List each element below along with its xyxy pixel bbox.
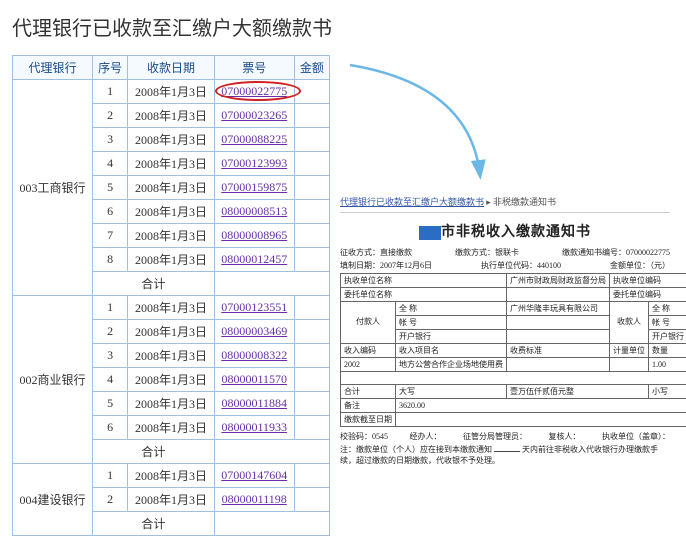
ticket-link[interactable]: 07000123993	[221, 156, 287, 170]
meta-pair: 填制日期：2007年12月6日	[340, 260, 432, 271]
ticket-link[interactable]: 08000011570	[221, 372, 287, 386]
breadcrumb-link[interactable]: 代理银行已收款至汇缴户大额缴款书	[340, 197, 484, 207]
ticket-link[interactable]: 08000011933	[221, 420, 287, 434]
ticket-link[interactable]: 08000008322	[221, 348, 287, 362]
doc-title: 市非税收入缴款通知书	[340, 221, 670, 241]
table-row: 003工商银行12008年1月3日07000022775	[13, 80, 330, 104]
meta-pair: 执收单位（盖章）：	[602, 431, 670, 442]
ticket-link[interactable]: 07000023265	[221, 108, 287, 122]
meta-pair: 缴款通知书编号：07000022775	[562, 247, 670, 258]
ticket-link[interactable]: 07000159875	[221, 180, 287, 194]
table-header: 代理银行	[13, 56, 93, 80]
ticket-link[interactable]: 08000008965	[221, 228, 287, 242]
payer-side-label: 付款人	[341, 302, 396, 344]
subtotal-label: 合计	[93, 440, 215, 464]
table-header: 票号	[214, 56, 294, 80]
table-row: 004建设银行12008年1月3日07000147604	[13, 464, 330, 488]
meta-pair: 执行单位代码：440100	[481, 260, 561, 271]
ticket-link[interactable]: 08000011198	[222, 492, 287, 506]
meta-pair: 金额单位：（元）	[610, 260, 670, 271]
meta-pair: 征管分局管理员：	[463, 431, 527, 442]
table-header: 金额	[294, 56, 329, 80]
records-table-container: 代理银行序号收款日期票号金额 003工商银行12008年1月3日07000022…	[12, 55, 330, 536]
ticket-link[interactable]: 08000008513	[221, 204, 287, 218]
doc-note: 注：缴款单位（个人）应在接到本缴款通知 天内前往非税收入代收银行办理缴款手续，超…	[340, 444, 670, 466]
bank-cell: 003工商银行	[13, 80, 93, 296]
table-row: 002商业银行12008年1月3日07000123551	[13, 296, 330, 320]
ticket-link[interactable]: 08000012457	[221, 252, 287, 266]
ticket-link[interactable]: 07000022775	[221, 84, 287, 98]
arrow-icon	[340, 55, 510, 185]
ticket-link[interactable]: 07000147604	[221, 468, 287, 482]
page-title: 代理银行已收款至汇缴户大额缴款书	[12, 12, 674, 41]
payee-side-label: 收款人	[610, 302, 649, 344]
subtotal-label: 合计	[93, 512, 215, 536]
meta-pair: 缴款方式：银联卡	[455, 247, 519, 258]
ticket-link[interactable]: 08000011884	[221, 396, 287, 410]
meta-pair: 征收方式：直接缴款	[340, 247, 412, 258]
meta-pair: 经办人：	[410, 431, 442, 442]
meta-pair: 校验码：0545	[340, 431, 388, 442]
table-header: 收款日期	[128, 56, 214, 80]
meta-pair: 复核人：	[549, 431, 581, 442]
ticket-link[interactable]: 07000088225	[221, 132, 287, 146]
bank-cell: 002商业银行	[13, 296, 93, 464]
table-header: 序号	[93, 56, 128, 80]
breadcrumb: 代理银行已收款至汇缴户大额缴款书 ▸ 非税缴款通知书	[340, 195, 670, 213]
doc-form-table: 执收单位名称广州市财政局财政监督分局 执收单位编码100009 委托单位名称 委…	[340, 273, 686, 427]
subtotal-label: 合计	[93, 272, 215, 296]
records-table: 代理银行序号收款日期票号金额 003工商银行12008年1月3日07000022…	[12, 55, 330, 536]
ticket-link[interactable]: 07000123551	[221, 300, 287, 314]
ticket-link[interactable]: 08000003469	[221, 324, 287, 338]
document-preview: 代理银行已收款至汇缴户大额缴款书 ▸ 非税缴款通知书 市非税收入缴款通知书 征收…	[340, 195, 670, 466]
bank-cell: 004建设银行	[13, 464, 93, 536]
